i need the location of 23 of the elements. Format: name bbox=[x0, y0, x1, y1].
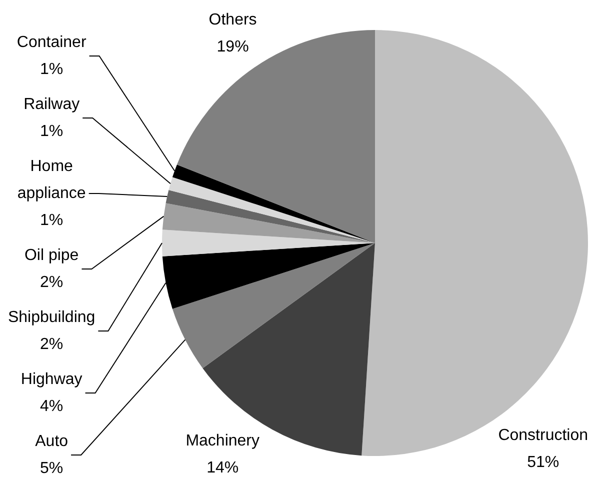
data-label: 2% bbox=[40, 274, 64, 291]
pie-slice bbox=[166, 190, 375, 243]
data-label: 14% bbox=[206, 459, 239, 476]
slice-label: Shipbuilding bbox=[8, 309, 96, 326]
slice-label: Others bbox=[208, 12, 257, 29]
slice-label: Container bbox=[16, 34, 87, 51]
data-label: 4% bbox=[40, 398, 64, 415]
slice-label: Highway bbox=[20, 371, 82, 388]
data-label: 1% bbox=[40, 212, 64, 229]
data-label: 19% bbox=[216, 38, 249, 56]
slice-label: Construction bbox=[498, 427, 588, 444]
slice-label: Oil pipe bbox=[24, 247, 79, 264]
data-label: 51% bbox=[527, 454, 560, 472]
data-label: 5% bbox=[40, 460, 64, 477]
data-label: 1% bbox=[40, 61, 64, 78]
slice-label: Home appliance bbox=[17, 158, 86, 202]
slice-label: Railway bbox=[24, 96, 80, 113]
data-label: 1% bbox=[40, 123, 64, 140]
data-label: 2% bbox=[40, 336, 64, 353]
pie-slice bbox=[362, 30, 588, 456]
pie-slice bbox=[162, 203, 375, 243]
slice-label: Machinery bbox=[186, 432, 260, 450]
slice-label: Auto bbox=[35, 433, 68, 450]
